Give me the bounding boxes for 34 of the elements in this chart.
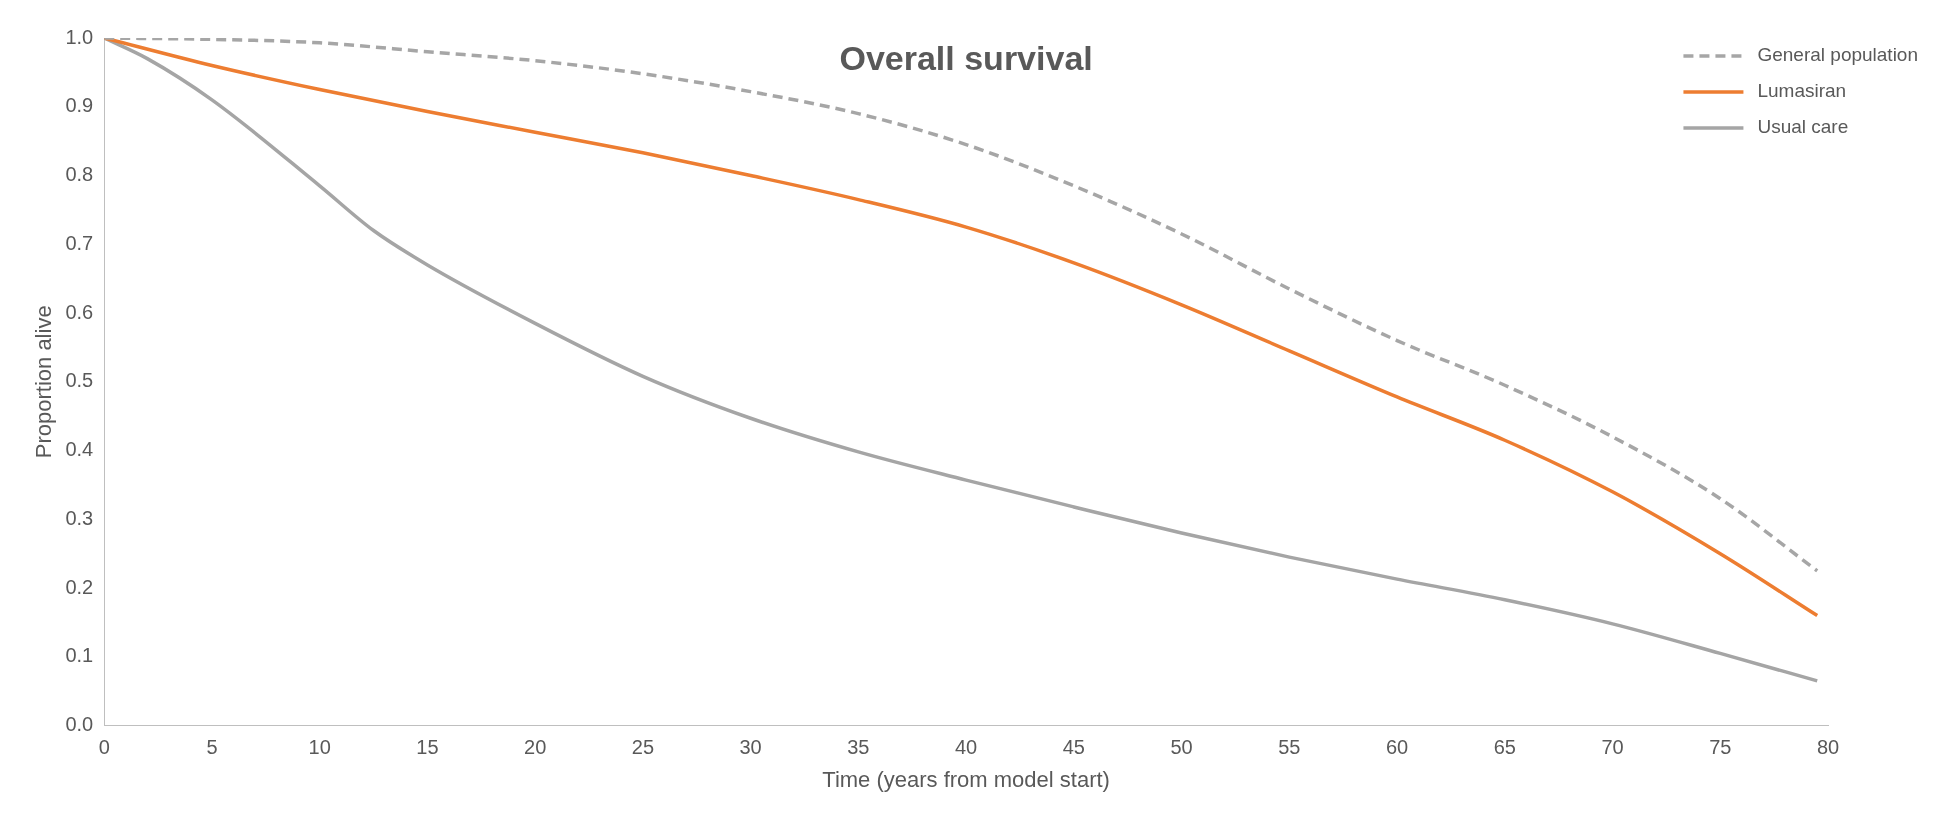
x-tick-label: 15 [416,736,439,759]
x-tick-label: 60 [1385,736,1409,759]
y-tick-label: 0.6 [65,300,94,323]
x-tick-label: 30 [739,736,762,759]
x-tick-label: 40 [954,736,978,759]
x-tick-label: 20 [524,736,547,759]
x-axis-title: Time (years from model start) [822,766,1110,792]
y-tick-label: 0.1 [65,644,94,667]
x-tick-label: 10 [308,736,331,759]
y-tick-label: 0.7 [65,231,94,254]
y-tick-label: 0.8 [65,163,94,186]
x-tick-label: 80 [1816,736,1840,759]
chart-title: Overall survival [839,39,1093,78]
x-tick-label: 45 [1062,736,1085,759]
y-axis-title: Proportion alive [31,305,57,459]
y-tick-label: 0.4 [65,438,94,461]
y-tick-label: 0.0 [65,713,94,736]
legend-label: Lumasiran [1757,80,1847,102]
x-tick-label: 55 [1278,736,1301,759]
x-tick-label: 50 [1170,736,1193,759]
legend-label: General population [1757,44,1919,66]
y-tick-label: 0.2 [65,575,94,598]
y-tick-label: 0.3 [65,506,94,529]
x-tick-label: 5 [206,736,218,759]
y-tick-label: 0.5 [65,369,94,392]
x-tick-label: 70 [1601,736,1624,759]
x-tick-label: 25 [631,736,655,759]
x-tick-label: 75 [1709,736,1732,759]
x-tick-label: 35 [847,736,870,759]
legend-label: Usual care [1757,116,1849,138]
y-tick-label: 0.9 [65,94,94,117]
y-tick-label: 1.0 [65,25,94,48]
x-tick-label: 0 [98,736,110,759]
x-tick-label: 65 [1493,736,1516,759]
